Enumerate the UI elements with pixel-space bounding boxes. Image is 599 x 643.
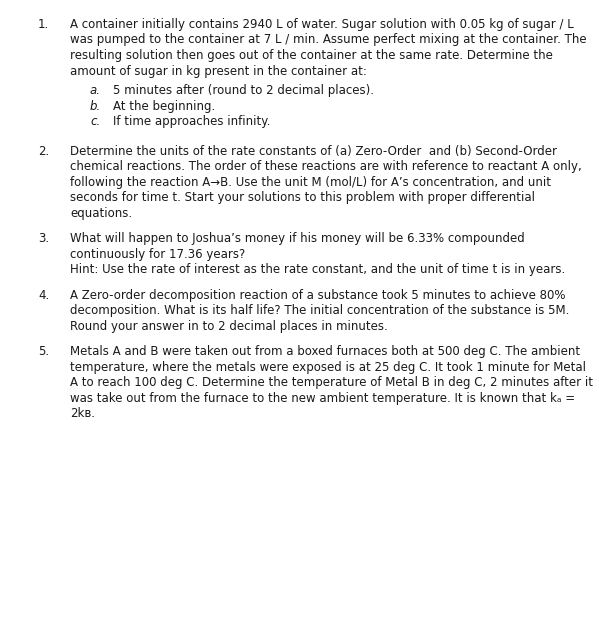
Text: Metals A and B were taken out from a boxed furnaces both at 500 deg C. The ambie: Metals A and B were taken out from a box… — [70, 345, 580, 358]
Text: A to reach 100 deg C. Determine the temperature of Metal B in deg C, 2 minutes a: A to reach 100 deg C. Determine the temp… — [70, 376, 593, 389]
Text: Determine the units of the rate constants of (a) Zero-Order  and (b) Second-Orde: Determine the units of the rate constant… — [70, 145, 557, 158]
Text: decomposition. What is its half life? The initial concentration of the substance: decomposition. What is its half life? Th… — [70, 304, 570, 317]
Text: resulting solution then goes out of the container at the same rate. Determine th: resulting solution then goes out of the … — [70, 49, 553, 62]
Text: was pumped to the container at 7 L / min. Assume perfect mixing at the container: was pumped to the container at 7 L / min… — [70, 33, 586, 46]
Text: chemical reactions. The order of these reactions are with reference to reactant : chemical reactions. The order of these r… — [70, 160, 582, 173]
Text: 1.: 1. — [38, 18, 49, 31]
Text: 3.: 3. — [38, 232, 49, 245]
Text: equations.: equations. — [70, 206, 132, 219]
Text: b.: b. — [90, 100, 101, 113]
Text: continuously for 17.36 years?: continuously for 17.36 years? — [70, 248, 245, 260]
Text: At the beginning.: At the beginning. — [113, 100, 215, 113]
Text: Hint: Use the rate of interest as the rate constant, and the unit of time t is i: Hint: Use the rate of interest as the ra… — [70, 263, 565, 276]
Text: c.: c. — [90, 115, 100, 128]
Text: temperature, where the metals were exposed is at 25 deg C. It took 1 minute for : temperature, where the metals were expos… — [70, 361, 586, 374]
Text: A container initially contains 2940 L of water. Sugar solution with 0.05 kg of s: A container initially contains 2940 L of… — [70, 18, 574, 31]
Text: A Zero-order decomposition reaction of a substance took 5 minutes to achieve 80%: A Zero-order decomposition reaction of a… — [70, 289, 565, 302]
Text: Round your answer in to 2 decimal places in minutes.: Round your answer in to 2 decimal places… — [70, 320, 388, 332]
Text: seconds for time t. Start your solutions to this problem with proper differentia: seconds for time t. Start your solutions… — [70, 191, 535, 204]
Text: 4.: 4. — [38, 289, 49, 302]
Text: was take out from the furnace to the new ambient temperature. It is known that k: was take out from the furnace to the new… — [70, 392, 575, 404]
Text: 5.: 5. — [38, 345, 49, 358]
Text: following the reaction A→B. Use the unit M (mol/L) for A’s concentration, and un: following the reaction A→B. Use the unit… — [70, 176, 551, 188]
Text: 2.: 2. — [38, 145, 49, 158]
Text: 2kʙ.: 2kʙ. — [70, 407, 95, 420]
Text: What will happen to Joshua’s money if his money will be 6.33% compounded: What will happen to Joshua’s money if hi… — [70, 232, 525, 245]
Text: amount of sugar in kg present in the container at:: amount of sugar in kg present in the con… — [70, 64, 367, 78]
Text: a.: a. — [90, 84, 101, 97]
Text: If time approaches infinity.: If time approaches infinity. — [113, 115, 270, 128]
Text: 5 minutes after (round to 2 decimal places).: 5 minutes after (round to 2 decimal plac… — [113, 84, 374, 97]
